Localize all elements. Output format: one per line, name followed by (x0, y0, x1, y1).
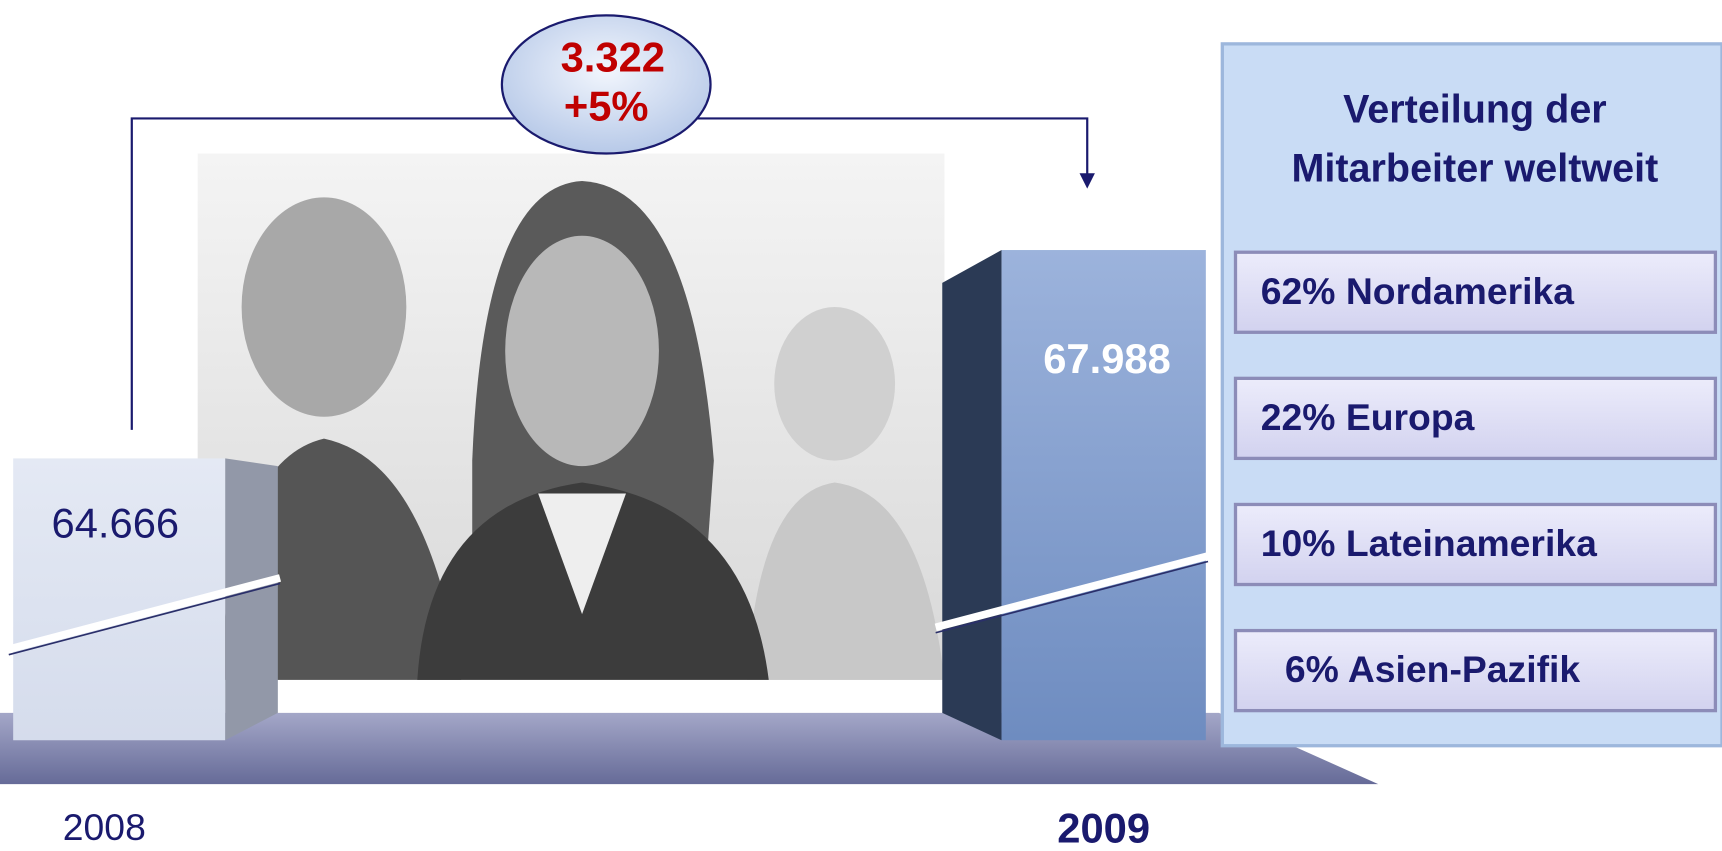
bar-2009 (936, 250, 1208, 740)
panel-title: Mitarbeiter weltweit (1291, 147, 1658, 191)
region-label: 62% Nordamerika (1261, 270, 1575, 312)
region-label: 6% Asien-Pazifik (1285, 648, 1580, 690)
bar-value: 67.988 (1043, 335, 1171, 382)
bar-value: 64.666 (52, 499, 180, 546)
region-label: 22% Europa (1261, 396, 1475, 438)
year-label: 2008 (63, 806, 146, 848)
callout-percent: +5% (564, 83, 649, 130)
year-label: 2009 (1057, 804, 1150, 851)
photo (198, 154, 945, 680)
panel-title: Verteilung der (1343, 87, 1607, 131)
arrow-head (1080, 173, 1095, 188)
infographic: 64.666 67.988 3.322 +5% Verteilung der M… (0, 0, 1722, 851)
callout-difference: 3.322 (561, 33, 665, 80)
region-label: 10% Lateinamerika (1261, 522, 1597, 564)
